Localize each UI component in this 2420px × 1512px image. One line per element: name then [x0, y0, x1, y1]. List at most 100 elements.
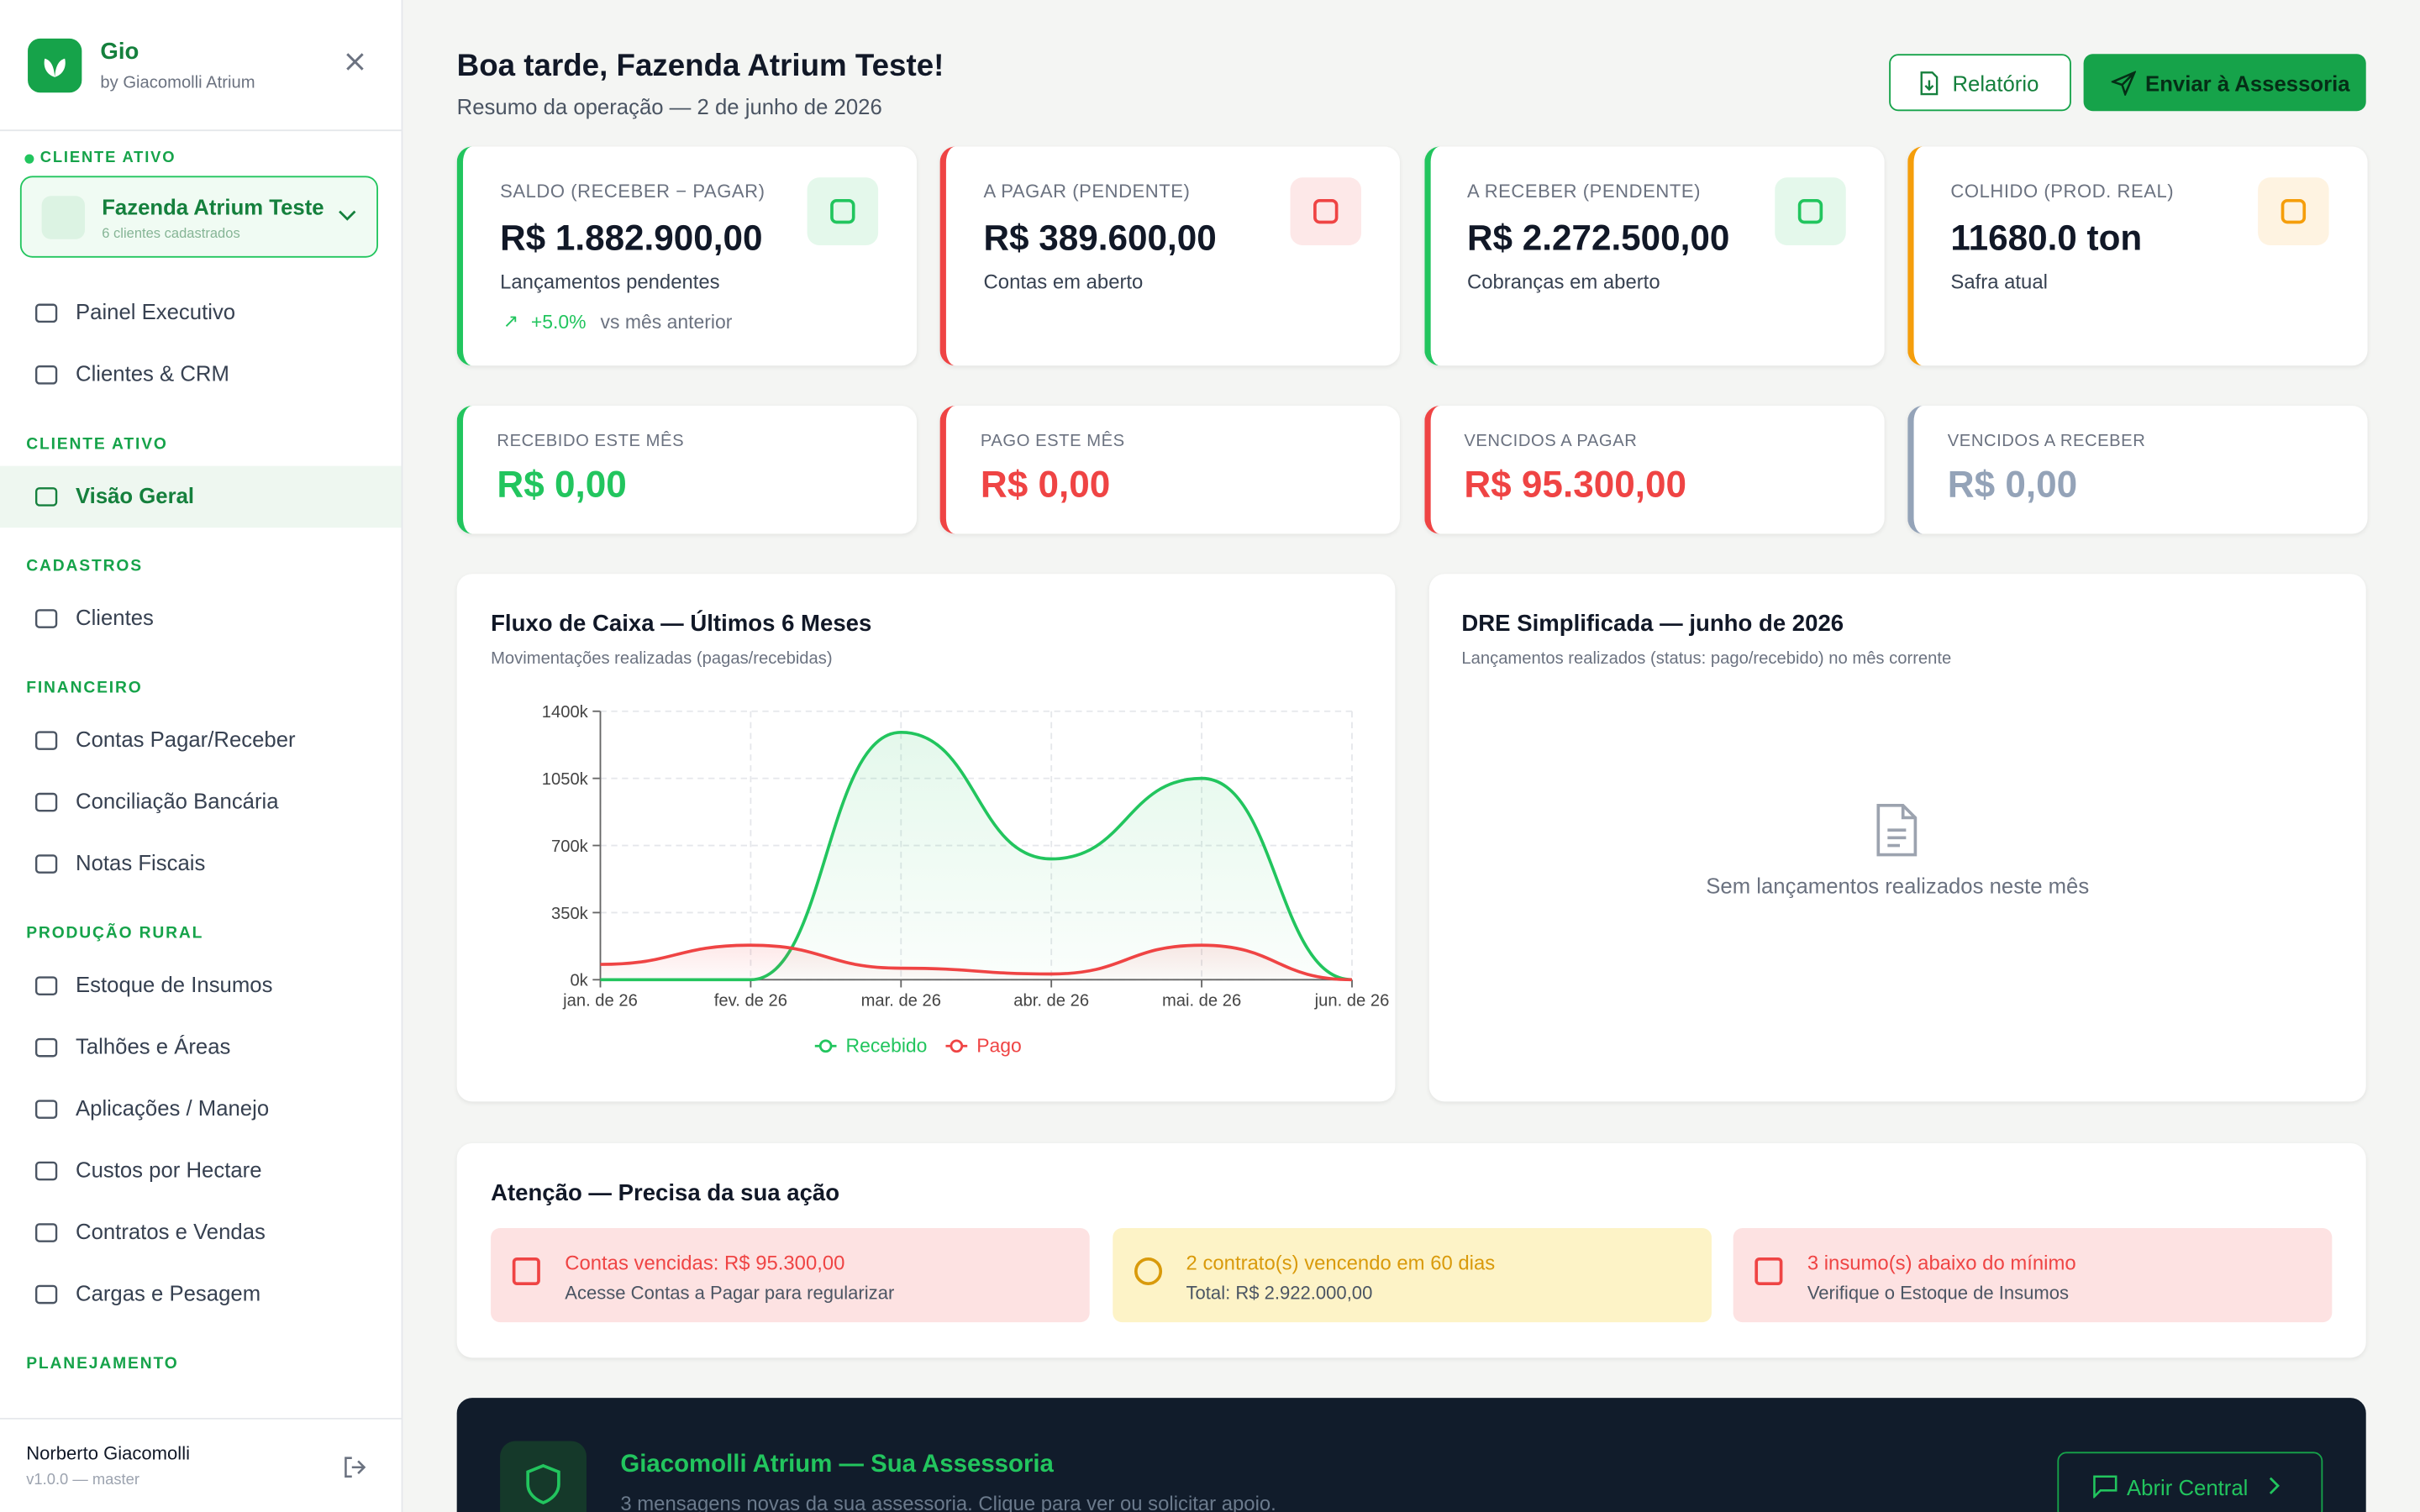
alert-detail: Verifique o Estoque de Insumos: [1807, 1282, 2070, 1305]
subtitle: Resumo da operação — 2 de junho de 2026: [456, 94, 882, 119]
icon: [1920, 71, 1939, 96]
summary-card: PAGO ESTE MÊS R$ 0,00: [940, 406, 1401, 534]
icon-shape: [34, 976, 58, 995]
close-button[interactable]: [345, 51, 366, 73]
nav-item[interactable]: Estoque de Insumos: [76, 972, 273, 997]
x-tick-label: jan. de 26: [562, 992, 638, 1011]
nav-icon: [34, 854, 58, 874]
alert[interactable]: 2 contrato(s) vencendo em 60 dias Total: …: [1112, 1228, 1712, 1323]
x-tick-label: mai. de 26: [1162, 992, 1241, 1011]
kpi-icon-mark: [1313, 198, 1339, 224]
line: [600, 943, 1352, 982]
icon-shape: [34, 854, 58, 874]
nav-item[interactable]: Aplicações / Manejo: [76, 1095, 270, 1121]
empty-text: Sem lançamentos realizados neste mês: [1706, 873, 2090, 898]
nav-section: PLANEJAMENTO: [26, 1354, 179, 1373]
icon-shape: [34, 731, 58, 750]
kpi-card: A RECEBER (PENDENTE) R$ 2.272.500,00 Cobra…: [1423, 146, 1884, 366]
nav-icon: [34, 731, 58, 750]
client-sub: 6 clientes cadastrados: [102, 225, 240, 241]
kpi-label: A RECEBER (PENDENTE): [1466, 180, 1701, 202]
chart: 0k 350k 700k 1050k 1400k jan. de 26 fev. de 26…: [542, 703, 1390, 1057]
x-tick-label: abr. de 26: [1013, 992, 1089, 1011]
logo: [28, 38, 82, 93]
kpi-label: SALDO (RECEBER − PAGAR): [500, 180, 765, 202]
banner-subtitle: 3 mensagens novas da sua assessoria. Cli…: [620, 1492, 1276, 1512]
kpi-note: Contas em aberto: [983, 270, 1144, 293]
summary-value: R$ 0,00: [1947, 464, 2078, 507]
nav-item[interactable]: Talhões e Áreas: [76, 1033, 231, 1059]
kpi-trend: +5.0%: [530, 312, 587, 333]
nav-icon: [34, 976, 58, 995]
nav-item[interactable]: Contas Pagar/Receber: [76, 727, 296, 752]
icon: [2093, 1475, 2118, 1499]
active-client-label: CLIENTE ATIVO: [39, 150, 176, 167]
kpi-icon-mark: [1797, 198, 1823, 224]
nav-item[interactable]: Clientes: [76, 605, 154, 630]
nav-section: PRODUÇÃO RURAL: [26, 924, 204, 943]
report-button[interactable]: Relatório: [1889, 54, 2071, 112]
nav-item[interactable]: Conciliação Bancária: [76, 788, 279, 813]
kpi-label: A PAGAR (PENDENTE): [983, 180, 1191, 202]
button-label: Relatório: [1952, 71, 2039, 96]
logo-icon: [44, 58, 66, 77]
summary-card: VENCIDOS A PAGAR R$ 95.300,00: [1423, 406, 1884, 534]
icon-shape: [34, 1284, 58, 1305]
advisory-banner[interactable]: Giacomolli Atrium — Sua Assessoria 3 men…: [456, 1398, 2366, 1512]
x-tick-label: mar. de 26: [861, 992, 941, 1011]
nav-icon: [34, 1223, 58, 1242]
alert-detail: Acesse Contas a Pagar para regularizar: [565, 1282, 895, 1305]
sidebar-footer: Norberto Giacomolli v1.0.0 — master: [0, 1419, 402, 1512]
icon-shape: [34, 609, 58, 628]
legend-label: Pago: [976, 1035, 1022, 1057]
greeting: Boa tarde, Fazenda Atrium Teste!: [456, 49, 944, 84]
nav-item[interactable]: Custos por Hectare: [76, 1157, 262, 1182]
attention-card: Atenção — Precisa da sua ação Contas ven…: [456, 1143, 2366, 1358]
kpi-label: COLHIDO (PROD. REAL): [1950, 180, 2175, 202]
nav-icon: [34, 1161, 58, 1181]
icon-shape: [34, 365, 58, 385]
divider: [0, 129, 402, 132]
summary-value: R$ 95.300,00: [1464, 464, 1687, 507]
nav-item[interactable]: Visão Geral: [76, 482, 195, 508]
area: [600, 945, 1352, 980]
client-selector[interactable]: Fazenda Atrium Teste 6 clientes cadastra…: [19, 176, 379, 258]
logout-button[interactable]: [343, 1455, 367, 1479]
banner-icon: [500, 1441, 587, 1512]
sidebar: Gio by Giacomolli Atrium CLIENTE ATIVO F…: [0, 0, 403, 1512]
nav-item[interactable]: Clientes & CRM: [76, 360, 229, 386]
icon-shape: [34, 1100, 58, 1119]
status-dot: [24, 154, 34, 164]
summary-card: VENCIDOS A RECEBER R$ 0,00: [1907, 406, 2368, 534]
button-label: Enviar à Assessoria: [2145, 71, 2350, 96]
alert[interactable]: 3 insumo(s) abaixo do mínimo Verifique o …: [1733, 1228, 2333, 1323]
version: v1.0.0 — master: [26, 1472, 139, 1489]
brand: Gio: [100, 38, 139, 66]
alert-detail: Total: R$ 2.922.000,00: [1186, 1282, 1373, 1305]
kpi-icon: [1291, 177, 1362, 246]
kpi-note: Safra atual: [1950, 270, 2048, 293]
send-button[interactable]: Enviar à Assessoria: [2083, 54, 2366, 112]
chevron: [2269, 1477, 2280, 1494]
kpi-trend-text: vs mês anterior: [600, 312, 733, 333]
y-tick-label: 0k: [570, 972, 588, 990]
nav-item[interactable]: Contratos e Vendas: [76, 1219, 266, 1244]
alert[interactable]: Contas vencidas: R$ 95.300,00 Acesse Cont…: [491, 1228, 1090, 1323]
open-center-button[interactable]: Abrir Central: [2057, 1452, 2323, 1512]
nav-icon: [34, 1037, 58, 1058]
chart-title: Fluxo de Caixa — Últimos 6 Meses: [491, 611, 872, 638]
nav-item[interactable]: Painel Executivo: [76, 299, 236, 324]
button-label: Abrir Central: [2127, 1474, 2249, 1500]
empty-icon: [1876, 803, 1918, 857]
y-tick-label: 1400k: [542, 703, 589, 722]
nav-item[interactable]: Notas Fiscais: [76, 850, 206, 875]
y-tick-label: 350k: [551, 905, 589, 923]
brand-sub: by Giacomolli Atrium: [100, 74, 255, 93]
kpi-icon: [2257, 177, 2329, 246]
nav-section: FINANCEIRO: [26, 679, 143, 698]
nav-icon: [34, 303, 58, 323]
summary-value: R$ 0,00: [980, 464, 1111, 507]
nav-item[interactable]: Cargas e Pesagem: [76, 1280, 261, 1305]
nav-icon: [34, 1284, 58, 1305]
